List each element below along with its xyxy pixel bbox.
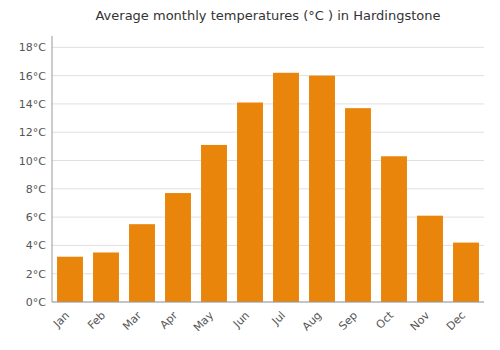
grid-line xyxy=(52,302,484,303)
y-tick-label: 12°C xyxy=(19,126,46,139)
x-tick-label: Feb xyxy=(85,309,108,332)
bar xyxy=(93,252,119,302)
grid xyxy=(52,47,484,302)
grid-line xyxy=(52,132,484,133)
x-tick-label: Dec xyxy=(444,309,468,333)
grid-line xyxy=(52,47,484,48)
bar xyxy=(345,108,371,302)
bars xyxy=(57,73,479,302)
bar xyxy=(273,73,299,302)
y-axis-line xyxy=(52,36,53,302)
bar xyxy=(57,257,83,302)
x-tick-label: Nov xyxy=(408,309,433,334)
x-tick-label: Apr xyxy=(157,309,180,332)
x-tick-label: Oct xyxy=(373,308,396,331)
grid-line xyxy=(52,75,484,76)
y-tick-label: 0°C xyxy=(26,296,46,309)
grid-line xyxy=(52,103,484,104)
grid-line xyxy=(52,160,484,161)
bar xyxy=(309,76,335,302)
x-tick-label: May xyxy=(191,309,217,335)
y-tick-label: 8°C xyxy=(26,183,46,196)
bar xyxy=(453,243,479,302)
grid-line xyxy=(52,188,484,189)
y-tick-label: 2°C xyxy=(26,268,46,281)
bar xyxy=(381,156,407,302)
chart: Average monthly temperatures (°C ) in Ha… xyxy=(0,0,500,350)
y-tick-label: 18°C xyxy=(19,41,46,54)
x-tick-label: Mar xyxy=(120,309,144,333)
bar xyxy=(201,145,227,302)
y-tick-label: 6°C xyxy=(26,211,46,224)
x-tick-label: Jun xyxy=(230,309,252,331)
x-tick-label: Jul xyxy=(269,309,288,328)
x-tick-label: Sep xyxy=(336,309,360,333)
x-tick-label: Jan xyxy=(50,309,72,331)
y-tick-label: 14°C xyxy=(19,98,46,111)
y-tick-label: 16°C xyxy=(19,70,46,83)
y-tick-label: 4°C xyxy=(26,239,46,252)
bar xyxy=(417,216,443,302)
y-tick-label: 10°C xyxy=(19,155,46,168)
bar xyxy=(165,193,191,302)
title: Average monthly temperatures (°C ) in Ha… xyxy=(95,8,440,23)
bar xyxy=(237,103,263,303)
bar xyxy=(129,224,155,302)
x-tick-label: Aug xyxy=(300,309,324,333)
x-axis-line xyxy=(52,302,484,303)
